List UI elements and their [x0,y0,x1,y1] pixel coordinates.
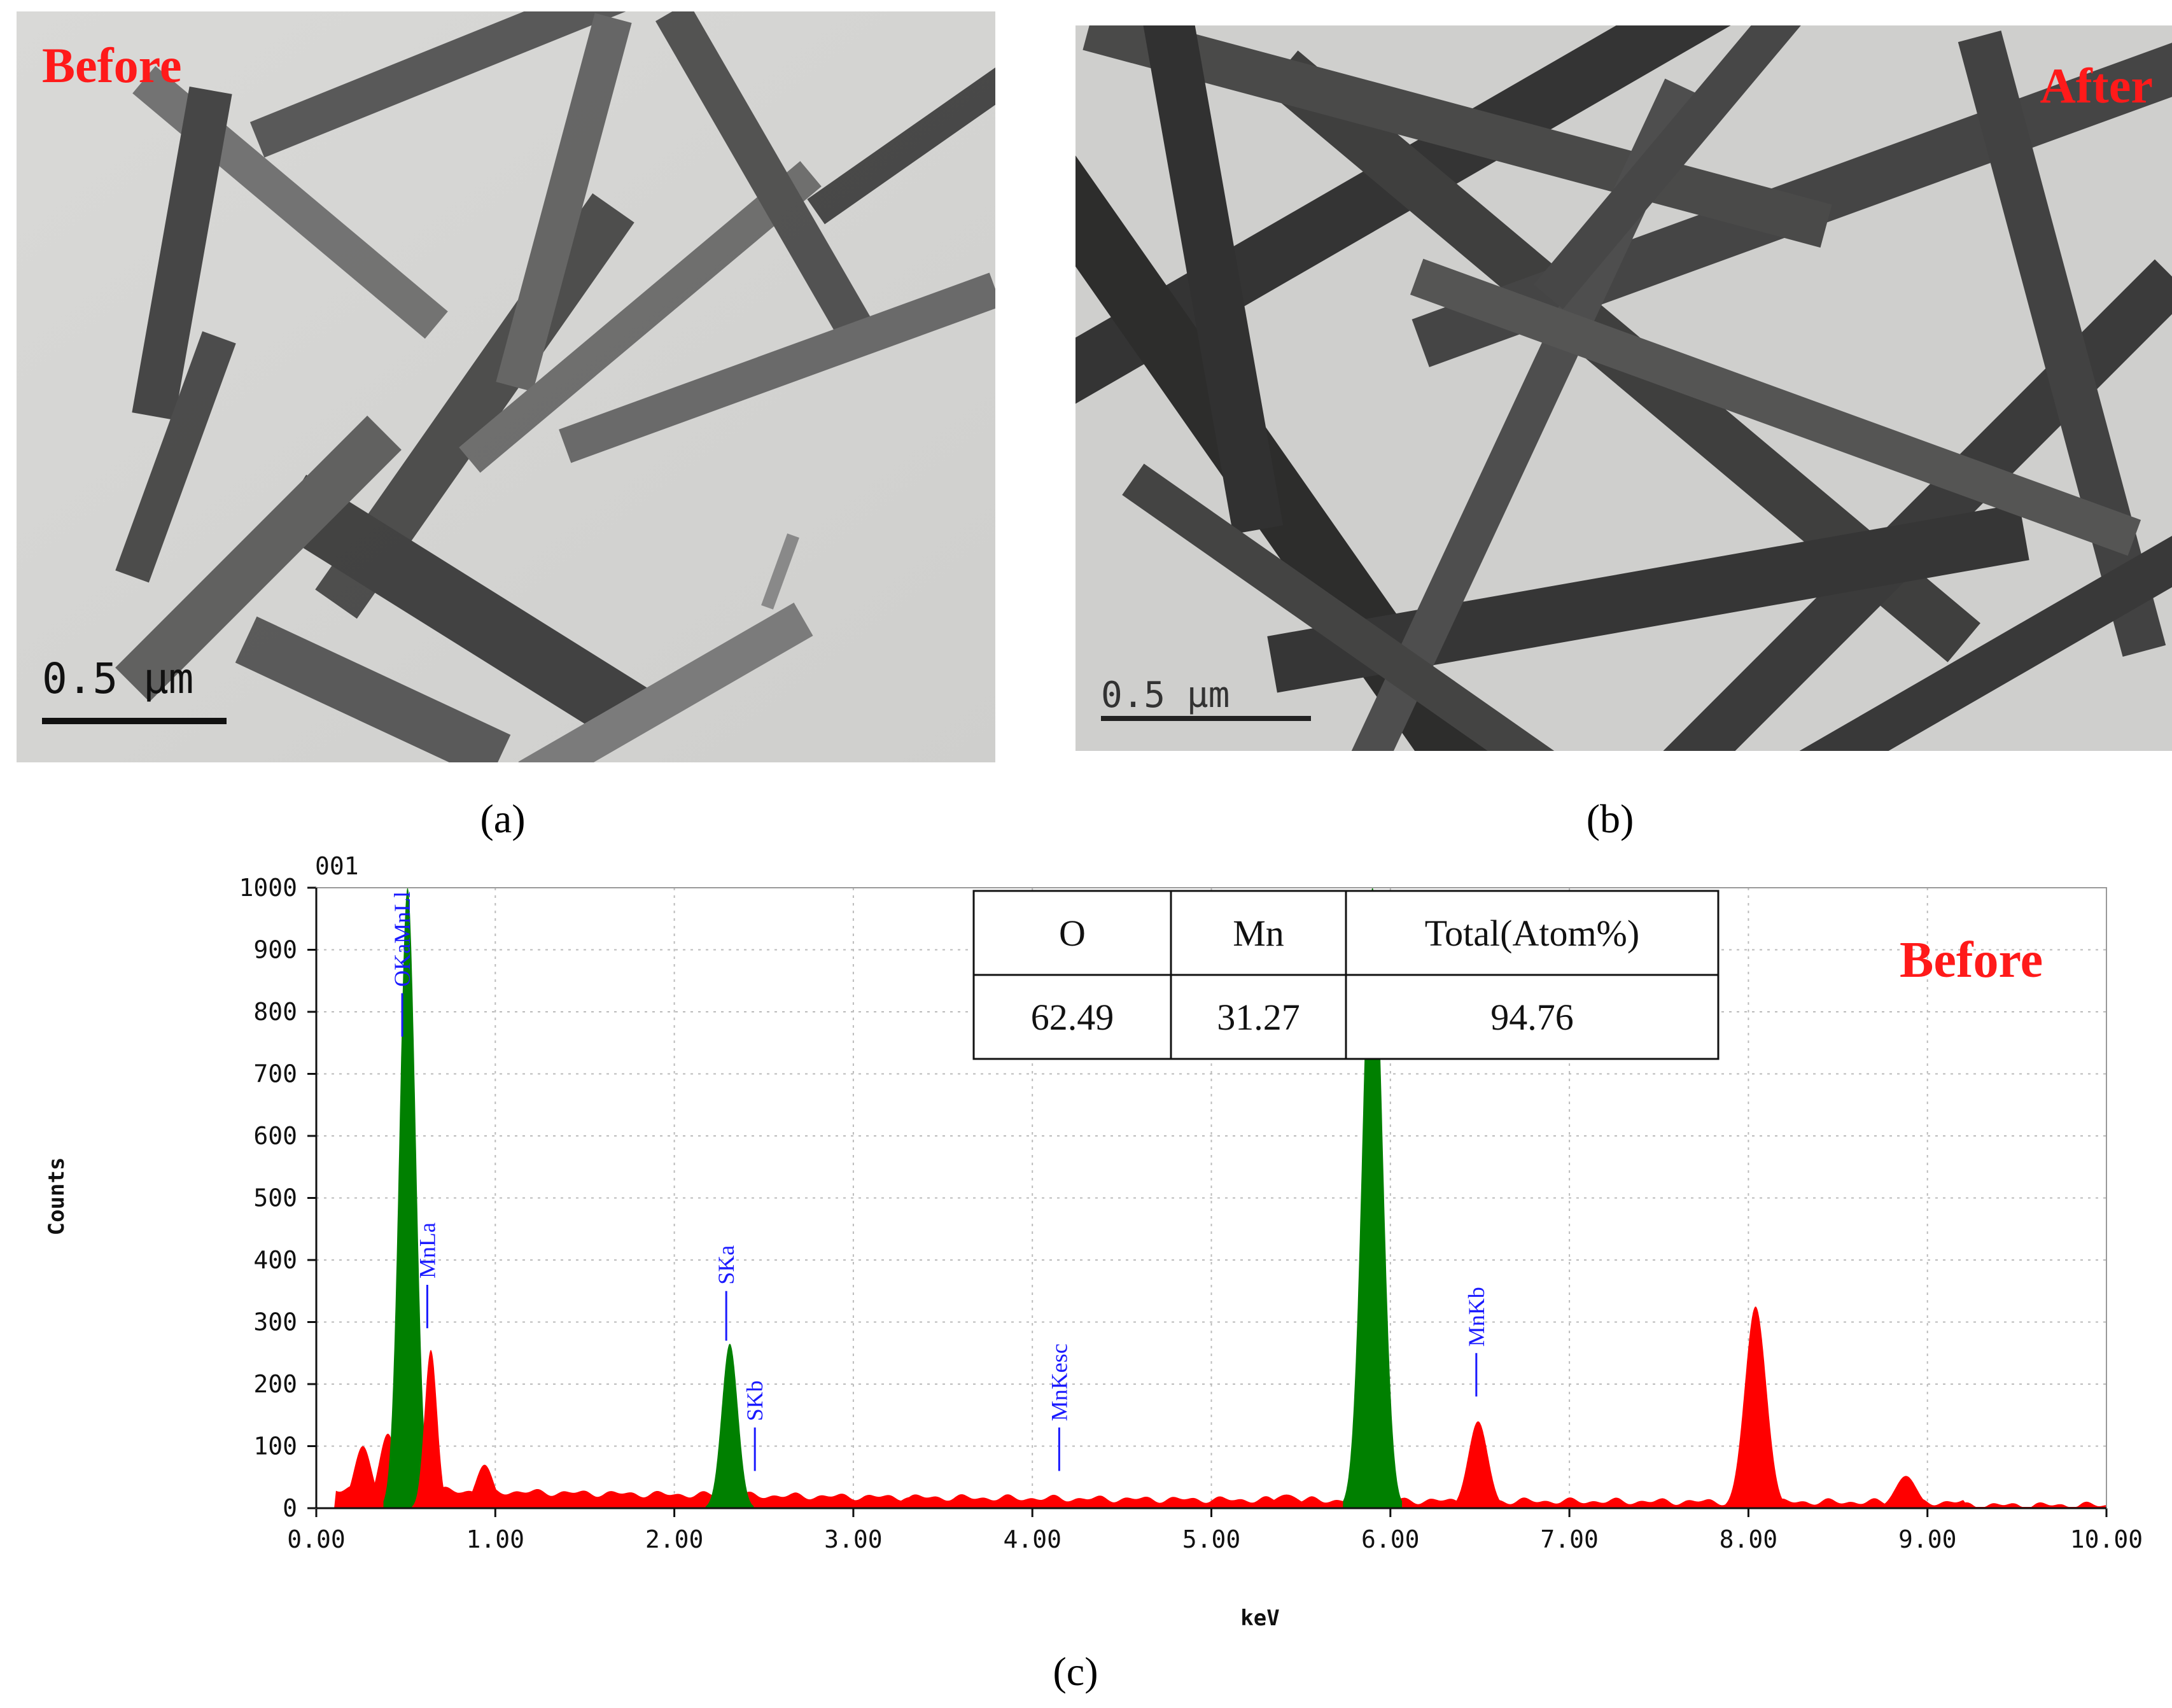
panel-letter-c: (c) [1053,1649,1098,1694]
y-tick-label: 900 [253,936,297,964]
identified-peak [1343,888,1403,1508]
peak-label: SKa [713,1245,739,1285]
y-tick-label: 800 [253,998,297,1026]
peak-label: MnKesc [1046,1343,1072,1421]
table-header: O [1059,913,1086,954]
sample-id: 001 [315,852,359,880]
y-axis-label: Counts [44,1158,69,1236]
y-tick-label: 0 [283,1494,297,1522]
x-tick-label: 6.00 [1361,1525,1420,1553]
y-tick-label: 600 [253,1122,297,1150]
x-tick-label: 10.00 [2070,1525,2143,1553]
before-label: Before [42,38,182,93]
y-tick-label: 200 [253,1370,297,1398]
identified-peak [383,888,432,1508]
x-tick-label: 5.00 [1182,1525,1241,1553]
x-tick-label: 9.00 [1898,1525,1957,1553]
table-value: 94.76 [1490,997,1574,1038]
micrograph-before-image [17,11,995,762]
x-tick-label: 4.00 [1003,1525,1061,1553]
composition-table: O 62.49 Mn 31.27 Total(Atom%) 94.76 [972,890,1720,1060]
spectrum-peak [949,1499,1015,1508]
y-tick-label: 300 [253,1308,297,1336]
panel-letter-a: (a) [480,796,526,841]
x-axis-label: keV [1240,1606,1279,1631]
peak-label: MnKb [1464,1287,1489,1347]
eds-spectrum-chart: OKaMnLlMnLaSKaSKbMnKescMnKaMnKb 0.001.00… [44,852,2143,1694]
spectrum-peak [458,1464,512,1508]
x-tick-label: 3.00 [824,1525,883,1553]
spectrum-peak [1249,1494,1324,1508]
micrograph-after: After 0.5 μm [1075,25,2172,751]
spectrum-peak [1723,1306,1788,1508]
spectrum-peak [1874,1476,1938,1508]
spectrum-baseline [325,1485,2107,1508]
eds-peaks [325,888,2107,1508]
eds-axes: 0.00 1.00 2.00 3.00 4.00 5.00 6.00 7.00 8.00 9.00… [239,874,2143,1553]
scale-bar-label: 0.5 μm [42,654,194,703]
y-tick-label: 400 [253,1246,297,1274]
x-tick-label: 1.00 [466,1525,525,1553]
spectrum-peak [878,1497,943,1508]
x-tick-label: 7.00 [1540,1525,1599,1553]
y-tick-label: 500 [253,1184,297,1212]
x-tick-label: 8.00 [1720,1525,1778,1553]
panel-letter-b: (b) [1586,796,1634,841]
micrograph-after-image [1075,25,2172,751]
micrograph-before: Before 0.5 μm [17,11,995,762]
spectrum-peak [412,1350,450,1508]
before-annotation: Before [1900,932,2043,988]
identified-peak [705,1343,754,1508]
spectrum-peak [1448,1421,1508,1508]
after-label: After [2040,58,2153,113]
table-value: 62.49 [1031,997,1114,1038]
peak-label: SKb [742,1380,767,1421]
scale-bar [1101,716,1311,721]
scale-bar-label: 0.5 μm [1101,675,1230,716]
y-tick-label: 1000 [239,874,297,902]
x-tick-label: 2.00 [645,1525,704,1553]
x-tick-label: 0.00 [287,1525,346,1553]
scale-bar [42,718,227,724]
table-header: Total(Atom%) [1425,913,1639,954]
peak-label: OKaMnLl [389,892,415,987]
table-header: Mn [1233,913,1284,954]
table-value: 31.27 [1217,997,1300,1038]
y-tick-label: 700 [253,1060,297,1088]
peak-label: MnLa [414,1222,440,1278]
y-tick-label: 100 [253,1432,297,1460]
